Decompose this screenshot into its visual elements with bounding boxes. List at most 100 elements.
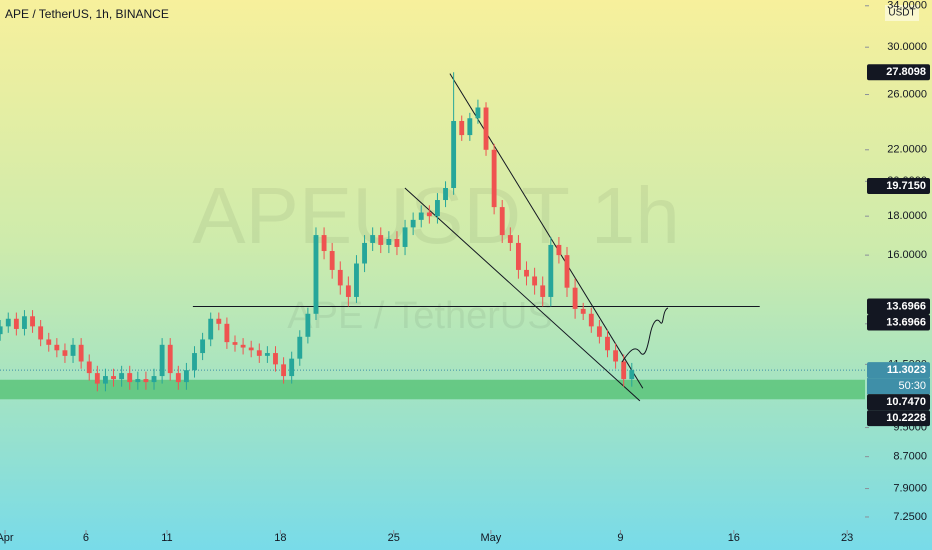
candle-body — [135, 379, 141, 383]
candle-body — [224, 323, 230, 343]
candle-body — [629, 370, 635, 380]
currency-box — [885, 5, 919, 21]
y-tick-label: 22.0000 — [887, 144, 927, 156]
candle-body — [192, 353, 197, 371]
y-tick-label: 30.0000 — [887, 41, 927, 53]
watermark-sub: APE / TetherUS — [287, 295, 552, 337]
candle-body — [208, 318, 214, 340]
candle-body — [337, 269, 343, 286]
candle-body — [46, 339, 52, 345]
candle-body — [321, 235, 327, 252]
price-label-box — [867, 410, 930, 427]
candle-body — [491, 149, 497, 208]
candle-body — [313, 235, 319, 314]
candle-body — [22, 316, 27, 329]
price-label: 27.8098 — [886, 66, 926, 78]
candle-body — [443, 187, 448, 201]
candle-body — [418, 212, 424, 220]
price-label-box — [867, 362, 930, 379]
countdown: 50:30 — [898, 380, 926, 392]
x-tick-label: 23 — [841, 532, 853, 544]
candle-body — [378, 235, 384, 245]
x-tick-label: 6 — [83, 532, 89, 544]
candle-body — [111, 376, 116, 380]
candle-body — [580, 308, 586, 314]
candle-body — [289, 358, 295, 377]
price-label: 13.6966 — [886, 300, 926, 312]
candle-body — [345, 285, 351, 297]
candle-body — [524, 269, 529, 277]
y-tick-label: 18.0000 — [887, 210, 927, 222]
candle-body — [183, 370, 189, 383]
candle-body — [532, 276, 538, 286]
x-tick-label: 9 — [617, 532, 623, 544]
x-tick-label: Apr — [0, 532, 14, 544]
candle-body — [248, 347, 254, 351]
candle-body — [151, 376, 157, 383]
candle-body — [175, 373, 181, 383]
price-label: 13.6966 — [886, 316, 926, 328]
candle-body — [159, 344, 165, 377]
projection-squiggle — [621, 307, 669, 363]
price-label: 10.2228 — [886, 412, 926, 424]
candle-body — [281, 364, 287, 377]
y-tick-label: 8.7000 — [893, 451, 927, 463]
x-tick-label: 11 — [161, 532, 172, 544]
trend-line — [449, 73, 644, 389]
chart-title: APE / TetherUS, 1h, BINANCE — [5, 7, 169, 21]
support-zone — [0, 379, 865, 400]
candle-body — [507, 235, 513, 243]
price-label-box — [867, 64, 930, 81]
candle-body — [297, 336, 303, 359]
x-tick-label: 16 — [728, 532, 740, 544]
candle-body — [475, 107, 481, 119]
y-tick-label: 16.0000 — [887, 249, 927, 261]
candle-body — [556, 244, 562, 256]
candle-body — [78, 344, 84, 362]
candle-body — [370, 235, 376, 243]
currency: USDT — [888, 8, 915, 19]
candle-body — [232, 342, 238, 345]
candle-body — [596, 326, 602, 337]
candle-body — [564, 255, 570, 288]
candle-body — [362, 242, 367, 264]
candle-body — [86, 361, 92, 374]
candle-body — [572, 287, 578, 309]
candle-body — [410, 219, 416, 228]
y-tick-label: 34.0000 — [887, 0, 927, 12]
candle-body — [548, 244, 554, 297]
candle-body — [5, 318, 11, 327]
candle-body — [119, 373, 125, 380]
candle-body — [605, 336, 610, 351]
candle-body — [216, 318, 222, 324]
candle-body — [451, 121, 457, 188]
candle-body — [305, 313, 311, 337]
candle-body — [103, 376, 108, 384]
price-label: 11.3023 — [887, 364, 926, 376]
price-label-box — [867, 314, 930, 331]
candle-body — [200, 339, 206, 354]
candle-body — [30, 316, 35, 327]
candle-body — [467, 118, 473, 136]
candle-body — [394, 238, 400, 247]
price-label: 10.7470 — [886, 396, 926, 408]
x-tick-label: 18 — [274, 532, 286, 544]
candle-body — [402, 227, 408, 247]
price-label-box — [867, 178, 930, 195]
candle-body — [459, 121, 465, 136]
candle-body — [515, 242, 521, 270]
candle-body — [483, 107, 489, 150]
y-tick-label: 7.9000 — [893, 482, 927, 494]
candle-body — [613, 350, 619, 362]
candle-body — [273, 353, 278, 365]
candle-body — [94, 373, 100, 384]
x-tick-label: May — [480, 532, 501, 544]
x-tick-label: 25 — [388, 532, 400, 544]
countdown-box — [867, 378, 930, 395]
candle-body — [329, 251, 335, 270]
candle-body — [354, 263, 359, 297]
candle-body — [621, 361, 627, 380]
candle-body — [127, 373, 133, 383]
candle-body — [499, 207, 505, 236]
y-tick-label: 7.2500 — [893, 511, 927, 523]
